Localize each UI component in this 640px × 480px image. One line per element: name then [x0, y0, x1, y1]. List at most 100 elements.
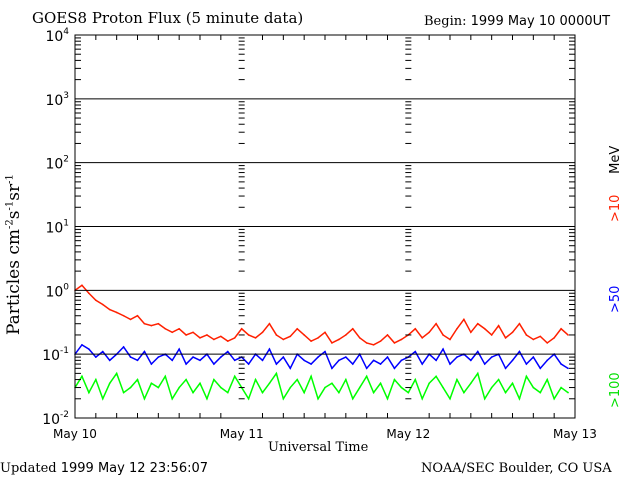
data-point: [129, 386, 132, 389]
data-point: [358, 386, 361, 389]
data-point: [567, 367, 569, 370]
updated-value: 1999 May 12 23:56:07: [60, 461, 209, 476]
data-point: [296, 327, 299, 330]
data-point: [289, 367, 292, 370]
data-point: [157, 356, 160, 358]
data-point: [220, 386, 222, 389]
data-point: [546, 342, 549, 344]
data-point: [233, 375, 236, 378]
data-point: [518, 350, 521, 353]
data-point: [351, 363, 354, 365]
data-point: [122, 314, 125, 317]
data-point: [226, 350, 229, 353]
data-point: [324, 386, 326, 389]
data-point: [178, 348, 180, 350]
data-point: [261, 331, 264, 334]
data-point: [296, 378, 299, 381]
y-axis-label: Particles cm-2s-1sr-1: [4, 174, 24, 335]
data-point: [504, 391, 507, 394]
data-point: [164, 327, 167, 330]
data-point: [115, 311, 118, 314]
data-point: [233, 337, 236, 339]
data-point: [483, 327, 486, 330]
data-point: [511, 382, 514, 385]
data-point: [95, 356, 97, 358]
data-point: [261, 391, 264, 394]
data-point: [254, 378, 257, 381]
y-tick-label: 104: [45, 27, 69, 45]
data-point: [400, 386, 403, 389]
data-point: [129, 356, 132, 358]
data-point: [282, 397, 285, 400]
data-point: [178, 386, 180, 389]
data-point: [351, 397, 354, 400]
data-point: [268, 348, 271, 350]
y-label-text: Particles cm: [4, 229, 24, 335]
data-point: [192, 391, 194, 394]
data-point: [372, 344, 375, 346]
data-point: [282, 356, 285, 358]
data-point: [379, 340, 382, 342]
data-point: [463, 318, 465, 321]
data-point: [442, 334, 444, 336]
data-point: [317, 337, 319, 339]
data-point: [150, 363, 153, 365]
data-point: [101, 397, 104, 400]
y-tick-label: 100: [45, 282, 69, 300]
x-axis-label: Universal Time: [268, 440, 369, 455]
data-point: [81, 284, 83, 287]
data-point: [289, 335, 292, 338]
data-point: [414, 378, 417, 381]
data-point: [456, 378, 458, 381]
data-point: [101, 350, 104, 353]
data-point: [199, 359, 201, 362]
data-point: [136, 359, 139, 362]
y-tick-label: 101: [45, 219, 69, 237]
x-tick-label: May 12: [386, 427, 430, 441]
data-point: [372, 359, 375, 362]
data-point: [282, 338, 285, 341]
begin-label: Begin:: [424, 14, 467, 29]
data-point: [206, 334, 208, 336]
data-point: [331, 382, 333, 385]
data-point: [157, 322, 160, 325]
data-point: [345, 378, 347, 381]
data-point: [81, 375, 83, 378]
data-point: [525, 334, 528, 336]
data-point: [338, 391, 340, 394]
credit: NOAA/SEC Boulder, CO USA: [421, 461, 612, 476]
data-point: [129, 318, 132, 321]
data-point: [164, 375, 167, 378]
data-point: [365, 367, 368, 370]
data-point: [199, 382, 201, 385]
data-point: [351, 327, 354, 330]
data-point: [185, 378, 187, 381]
data-point: [206, 397, 208, 400]
y-unit: sr: [4, 183, 24, 201]
data-point: [532, 356, 535, 358]
data-point: [247, 363, 250, 365]
data-point: [511, 331, 514, 334]
data-point: [386, 334, 389, 336]
data-point: [310, 375, 312, 378]
data-point: [338, 359, 340, 362]
data-point: [393, 367, 396, 370]
data-point: [365, 342, 368, 344]
data-point: [435, 322, 437, 325]
data-point: [143, 350, 146, 353]
data-point: [490, 386, 493, 389]
data-point: [476, 322, 479, 325]
data-point: [240, 327, 243, 330]
data-point: [539, 391, 542, 394]
data-point: [192, 356, 194, 358]
data-point: [143, 322, 146, 325]
data-point: [338, 338, 340, 341]
data-point: [101, 303, 104, 306]
data-point: [476, 350, 479, 353]
data-point: [483, 397, 486, 400]
data-point: [428, 331, 430, 334]
data-point: [421, 363, 424, 365]
data-point: [497, 378, 500, 381]
data-point: [185, 334, 187, 336]
data-point: [497, 324, 500, 327]
